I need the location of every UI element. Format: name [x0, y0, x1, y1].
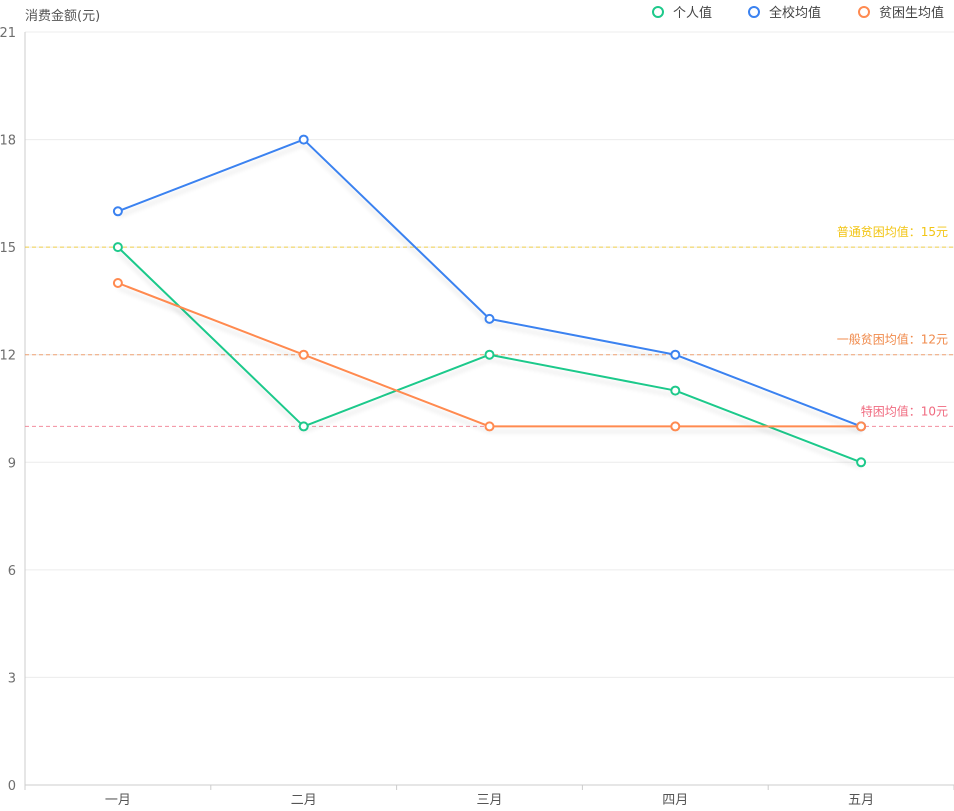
data-point[interactable]: [298, 134, 309, 145]
reference-line-label: 普通贫困均值：15元: [837, 224, 948, 239]
legend-item[interactable]: 贫困生均值: [858, 5, 944, 21]
data-point[interactable]: [484, 349, 495, 360]
x-tick-label: 四月: [662, 793, 688, 807]
y-tick-label: 9: [8, 456, 16, 471]
y-tick-label: 12: [0, 349, 16, 364]
legend-item[interactable]: 个人值: [652, 5, 712, 21]
y-axis-title: 消费金额(元): [25, 8, 100, 24]
y-tick-label: 15: [0, 241, 16, 256]
y-tick-label: 3: [8, 671, 16, 686]
data-point[interactable]: [484, 421, 495, 432]
y-tick-label: 0: [8, 779, 16, 794]
legend-label: 个人值: [673, 5, 712, 21]
x-tick-label: 二月: [291, 793, 317, 807]
y-tick-label: 18: [0, 134, 16, 149]
data-point[interactable]: [670, 421, 681, 432]
data-point[interactable]: [670, 349, 681, 360]
legend-marker: [652, 6, 664, 18]
data-point[interactable]: [670, 385, 681, 396]
y-tick-label: 6: [8, 564, 16, 579]
data-point[interactable]: [856, 421, 867, 432]
data-point[interactable]: [112, 206, 123, 217]
data-point[interactable]: [112, 242, 123, 253]
data-point[interactable]: [298, 349, 309, 360]
data-point[interactable]: [856, 457, 867, 468]
data-point[interactable]: [298, 421, 309, 432]
data-point[interactable]: [112, 278, 123, 288]
x-tick-label: 五月: [848, 793, 874, 807]
legend-marker: [858, 6, 870, 18]
x-tick-label: 一月: [105, 793, 131, 807]
legend[interactable]: 个人值 全校均值 贫困生均值: [652, 5, 944, 21]
series-line[interactable]: [117, 138, 862, 428]
reference-line-label: 特困均值：10元: [861, 403, 948, 418]
data-point[interactable]: [484, 313, 495, 324]
y-tick-label: 21: [0, 26, 16, 41]
legend-marker: [748, 6, 760, 18]
legend-item[interactable]: 全校均值: [748, 5, 821, 21]
legend-label: 贫困生均值: [879, 5, 944, 21]
reference-line-label: 一般贫困均值：12元: [837, 332, 948, 347]
x-tick-label: 三月: [476, 793, 502, 807]
legend-label: 全校均值: [769, 5, 821, 21]
axes: 消费金额(元) 0 3 6 9 12 15 18 21 一月 二月 三月 四月 五月: [0, 8, 954, 808]
series-lines: [112, 134, 867, 468]
